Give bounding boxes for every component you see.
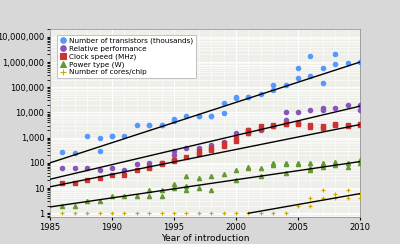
X-axis label: Year of introduction: Year of introduction [161, 234, 249, 244]
Legend: Number of transistors (thousands), Relative performance, Clock speed (MHz), Powe: Number of transistors (thousands), Relat… [57, 35, 196, 78]
